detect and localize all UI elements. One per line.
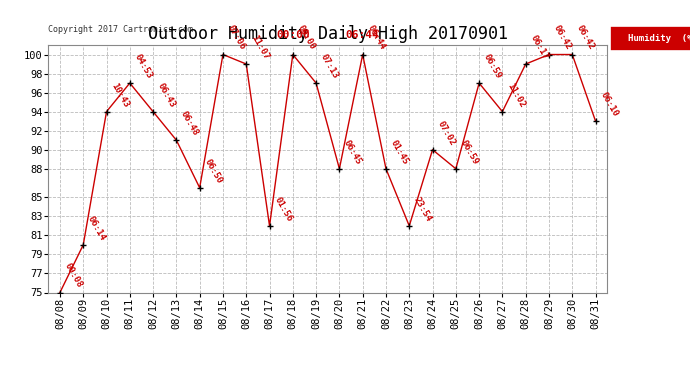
Text: 00:00: 00:00 (276, 30, 310, 40)
Text: 06:14: 06:14 (86, 214, 107, 242)
Text: 06:48: 06:48 (179, 110, 200, 137)
Text: 06:59: 06:59 (459, 138, 480, 166)
Text: 06:42: 06:42 (552, 24, 573, 52)
Text: Humidity  (%): Humidity (%) (628, 34, 690, 44)
Text: 06:44: 06:44 (366, 24, 386, 52)
Text: 06:44: 06:44 (346, 30, 380, 40)
Text: 11:07: 11:07 (249, 33, 270, 61)
Text: 06:42: 06:42 (575, 24, 596, 52)
Text: 06:10: 06:10 (598, 91, 620, 118)
Text: 06:43: 06:43 (156, 81, 177, 109)
Text: 00:08: 00:08 (63, 262, 84, 290)
Text: 10:43: 10:43 (109, 81, 130, 109)
Text: 07:13: 07:13 (319, 53, 340, 80)
FancyBboxPatch shape (610, 26, 690, 51)
Text: 06:50: 06:50 (202, 157, 224, 185)
Text: 07:06: 07:06 (226, 24, 247, 52)
Text: Copyright 2017 Cartronics.com: Copyright 2017 Cartronics.com (48, 25, 193, 34)
Text: 06:59: 06:59 (482, 53, 503, 80)
Text: 00:00: 00:00 (295, 24, 317, 52)
Text: 01:56: 01:56 (273, 195, 293, 223)
Text: 06:45: 06:45 (342, 138, 364, 166)
Text: 06:17: 06:17 (529, 33, 550, 61)
Title: Outdoor Humidity Daily High 20170901: Outdoor Humidity Daily High 20170901 (148, 26, 508, 44)
Text: 01:45: 01:45 (388, 138, 410, 166)
Text: 04:53: 04:53 (132, 53, 154, 80)
Text: 11:02: 11:02 (505, 81, 526, 109)
Text: 23:54: 23:54 (412, 195, 433, 223)
Text: 07:02: 07:02 (435, 119, 457, 147)
